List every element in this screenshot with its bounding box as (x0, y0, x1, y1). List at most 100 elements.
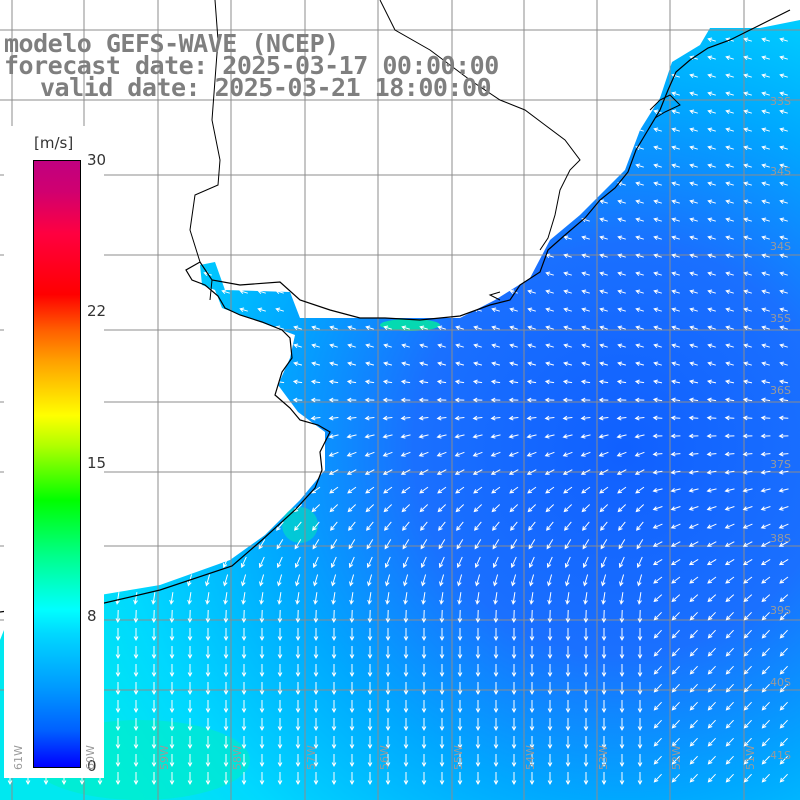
wind-arrow (457, 628, 463, 642)
wind-arrow (400, 379, 411, 385)
wind-arrow (187, 628, 193, 642)
wind-arrow (295, 718, 301, 732)
wind-arrow (547, 609, 553, 624)
wind-arrow (707, 611, 716, 621)
wind-arrow (581, 235, 590, 241)
wind-arrow (635, 217, 644, 223)
wind-arrow (454, 451, 465, 457)
wind-arrow (367, 628, 373, 642)
wind-arrow (616, 415, 627, 421)
wind-arrow (671, 576, 681, 584)
wind-arrow (725, 181, 734, 187)
wind-arrow (653, 719, 662, 729)
wind-arrow (689, 253, 698, 259)
wind-arrow (436, 451, 447, 457)
wind-arrow (331, 664, 337, 678)
wind-arrow (637, 646, 643, 660)
wind-arrow (725, 271, 734, 277)
wind-arrow (241, 682, 247, 696)
wind-arrow (760, 379, 771, 385)
wind-arrow (547, 682, 553, 696)
wind-arrow (508, 451, 519, 457)
wind-arrow (457, 718, 463, 732)
wind-arrow (259, 609, 265, 624)
wind-arrow (223, 736, 229, 750)
wind-arrow (547, 736, 553, 750)
wind-arrow (653, 127, 662, 133)
wind-arrow (437, 486, 447, 494)
wind-arrow (367, 664, 373, 678)
wind-arrow (601, 682, 607, 696)
wind-arrow (472, 434, 483, 439)
wind-arrow (671, 773, 680, 783)
wind-arrow (472, 379, 483, 385)
wind-arrow (761, 55, 770, 61)
wind-arrow (223, 682, 229, 696)
wind-arrow (707, 163, 716, 169)
wind-arrow (688, 558, 699, 566)
wind-arrow (546, 556, 553, 569)
wind-arrow (635, 289, 644, 295)
wind-arrow (636, 521, 644, 531)
wind-arrow (616, 434, 627, 439)
wind-arrow (294, 556, 301, 569)
wind-arrow (671, 271, 680, 277)
wind-arrow (400, 415, 411, 421)
wind-arrow (725, 737, 734, 747)
wind-arrow (582, 521, 590, 531)
lat-label-34s-b: 34S (770, 240, 791, 253)
wind-arrow (310, 415, 321, 421)
wind-arrow (529, 628, 535, 642)
wind-arrow (688, 506, 699, 511)
wind-arrow (473, 325, 482, 331)
wind-arrow (779, 647, 788, 657)
wind-arrow (725, 307, 734, 313)
wind-arrow (580, 434, 591, 439)
wind-arrow (761, 235, 770, 241)
wind-arrow (688, 488, 699, 493)
wind-arrow (401, 343, 410, 349)
wind-arrow (742, 379, 753, 385)
wind-arrow (599, 253, 608, 259)
wind-arrow (310, 379, 321, 385)
wind-arrow (761, 145, 770, 151)
wind-arrow (707, 235, 716, 241)
high-wind-patch-coast (282, 507, 318, 543)
wind-arrow (743, 629, 752, 639)
wind-arrow (779, 576, 789, 584)
wind-arrow (565, 754, 571, 768)
wind-arrow (401, 486, 411, 494)
wind-arrow (403, 682, 409, 696)
wind-arrow (778, 433, 789, 439)
wind-arrow (438, 556, 445, 569)
wind-arrow (385, 646, 391, 660)
wind-arrow (259, 772, 265, 786)
wind-arrow (652, 415, 663, 421)
wind-arrow (241, 736, 247, 750)
wind-arrow (725, 145, 734, 151)
wind-arrow (598, 469, 609, 475)
wind-arrow (743, 253, 752, 259)
wind-arrow (312, 539, 320, 550)
wind-arrow (689, 235, 698, 241)
wind-arrow (277, 592, 282, 605)
wind-arrow (493, 682, 499, 696)
lat-label-33s: 33S (770, 95, 791, 108)
wind-arrow (401, 361, 411, 367)
wind-arrow (311, 504, 321, 513)
wind-arrow (115, 609, 121, 624)
wind-arrow (511, 754, 517, 768)
wind-arrow (580, 451, 591, 457)
wind-arrow (743, 576, 753, 584)
wind-arrow (275, 307, 284, 313)
wind-arrow (205, 646, 211, 660)
wind-arrow (601, 592, 606, 605)
wind-arrow (223, 772, 229, 786)
lon-label-51w: 51W (744, 745, 757, 770)
wind-arrow (671, 719, 680, 729)
wind-arrow (151, 664, 157, 678)
wind-arrow (490, 415, 501, 421)
wind-arrow (421, 592, 426, 605)
wind-arrow (508, 415, 519, 421)
wind-arrow (493, 718, 499, 732)
